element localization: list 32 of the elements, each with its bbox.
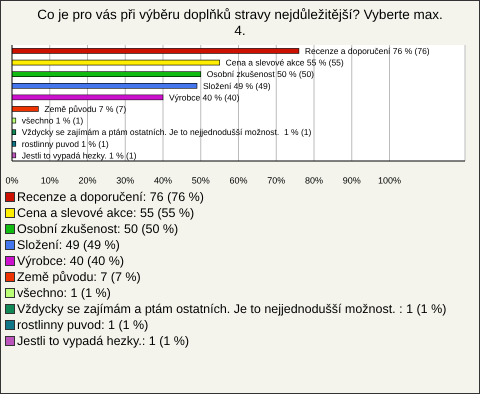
x-tick-label: 90% bbox=[342, 175, 361, 186]
text: Vždycky se zajímám a ptám ostatních. Je to nejjednodušší možnost. : 1 (1 %) bbox=[17, 301, 446, 317]
chart-title: Co je pro vás při výběru doplňků stravy nejdůležitější? Vyberte max. 4. bbox=[36, 6, 444, 40]
category-label: rostlinny puvod 1 % (1) bbox=[22, 138, 109, 149]
text: Výrobce: 40 (40 %) bbox=[17, 253, 124, 269]
category-label: Složení 49 % (49) bbox=[202, 80, 271, 91]
text: všechno: 1 (1 %) bbox=[17, 285, 111, 301]
category-label: Cena a slevové akce 55 % (55) bbox=[226, 58, 344, 68]
x-tick-label: 0% bbox=[5, 175, 19, 186]
x-tick-label: 70% bbox=[267, 175, 286, 186]
text: Recenze a doporučení: 76 (76 %) bbox=[17, 189, 204, 205]
x-tick-label: 10% bbox=[40, 175, 59, 186]
x-tick-label: 100% bbox=[378, 175, 402, 186]
x-tick-label: 60% bbox=[229, 175, 248, 186]
category-label: Země původu 7 % (7) bbox=[44, 104, 126, 114]
text: Osobní zkušenost: 50 (50 %) bbox=[17, 221, 178, 237]
x-tick-label: 30% bbox=[116, 175, 134, 186]
category-label: Výrobce 40 % (40) bbox=[169, 92, 240, 102]
x-tick-label: 80% bbox=[304, 175, 324, 186]
text: Země původu: 7 (7 %) bbox=[17, 269, 141, 285]
x-tick-label: 20% bbox=[78, 175, 97, 186]
text: Jestli to vypadá hezky.: 1 (1 %) bbox=[17, 333, 190, 349]
text: Cena a slevové akce: 55 (55 %) bbox=[17, 205, 194, 221]
x-tick-label: 40% bbox=[154, 175, 172, 186]
x-tick-label: 50% bbox=[192, 175, 210, 186]
category-label: Osobní zkušenost 50 % (50) bbox=[206, 69, 314, 80]
text: rostlinny puvod: 1 (1 %) bbox=[17, 317, 148, 333]
category-label: Jestli to vypadá hezky. 1 % (1) bbox=[22, 150, 136, 160]
text: Složení: 49 (49 %) bbox=[17, 237, 120, 253]
category-label: Vždycky se zajímám a ptám ostatních. Je to nejjednodušší možnost. 1 % (1) bbox=[22, 127, 312, 138]
category-label: všechno 1 % (1) bbox=[22, 116, 84, 126]
category-label: Recenze a doporučení 76 % (76) bbox=[304, 46, 430, 56]
